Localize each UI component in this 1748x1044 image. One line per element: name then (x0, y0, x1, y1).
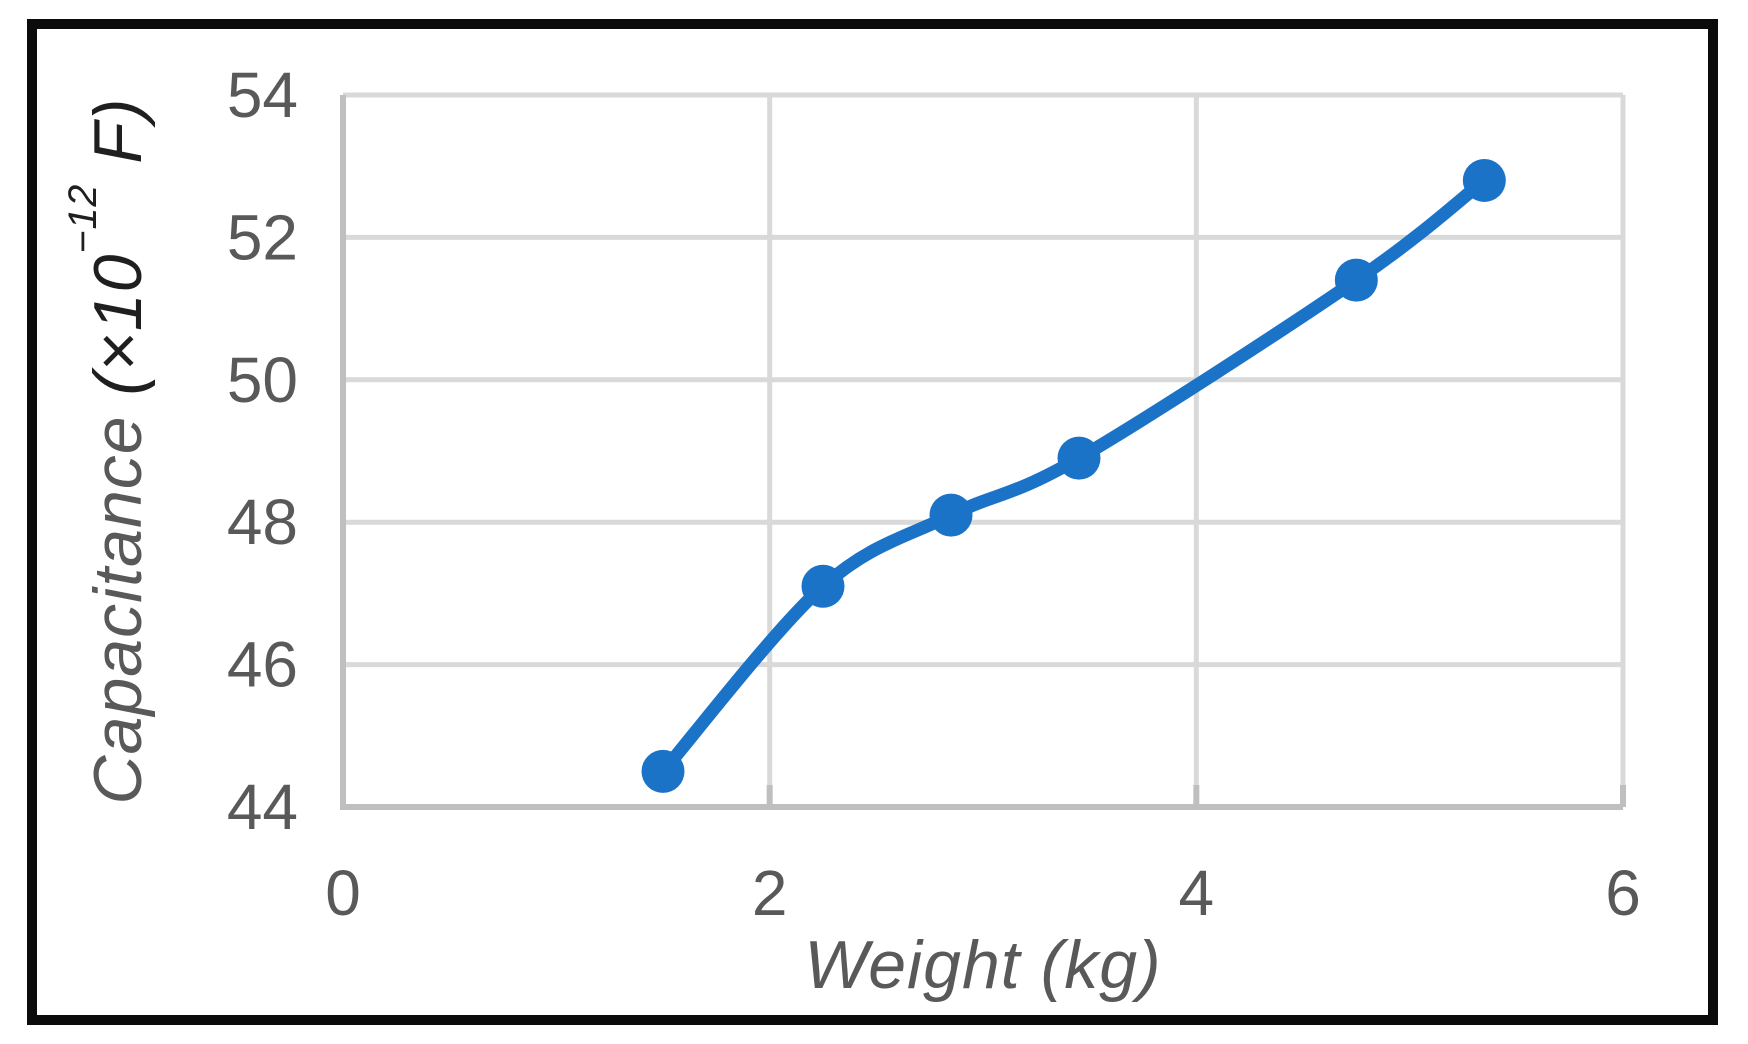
data-point-2.25 (801, 564, 845, 608)
y-axis-title-unit-suffix: F) (80, 97, 156, 184)
y-tick-label-48: 48 (227, 486, 298, 558)
y-tick-label-44: 44 (227, 771, 298, 843)
y-tick-label-54: 54 (227, 59, 298, 131)
data-point-3.45 (1057, 436, 1101, 480)
x-tick-label-4: 4 (1179, 857, 1215, 929)
y-axis-title-unit-exponent: −12 (60, 183, 105, 254)
y-axis-title-unit-prefix: (×10 (80, 253, 156, 416)
data-point-1.5 (641, 749, 685, 793)
y-axis-title: Capacitance (×10−12 F) (61, 97, 157, 805)
x-tick-label-2: 2 (752, 857, 788, 929)
data-point-5.35 (1462, 158, 1506, 202)
y-tick-label-46: 46 (227, 629, 298, 701)
y-tick-label-50: 50 (227, 344, 298, 416)
x-tick-label-6: 6 (1605, 857, 1641, 929)
data-point-4.75 (1334, 258, 1378, 302)
y-tick-label-52: 52 (227, 201, 298, 273)
x-axis-title: Weight (kg) (804, 927, 1162, 1003)
data-point-2.85 (929, 493, 973, 537)
x-tick-label-0: 0 (325, 857, 361, 929)
y-axis-title-name: Capacitance (80, 415, 156, 805)
